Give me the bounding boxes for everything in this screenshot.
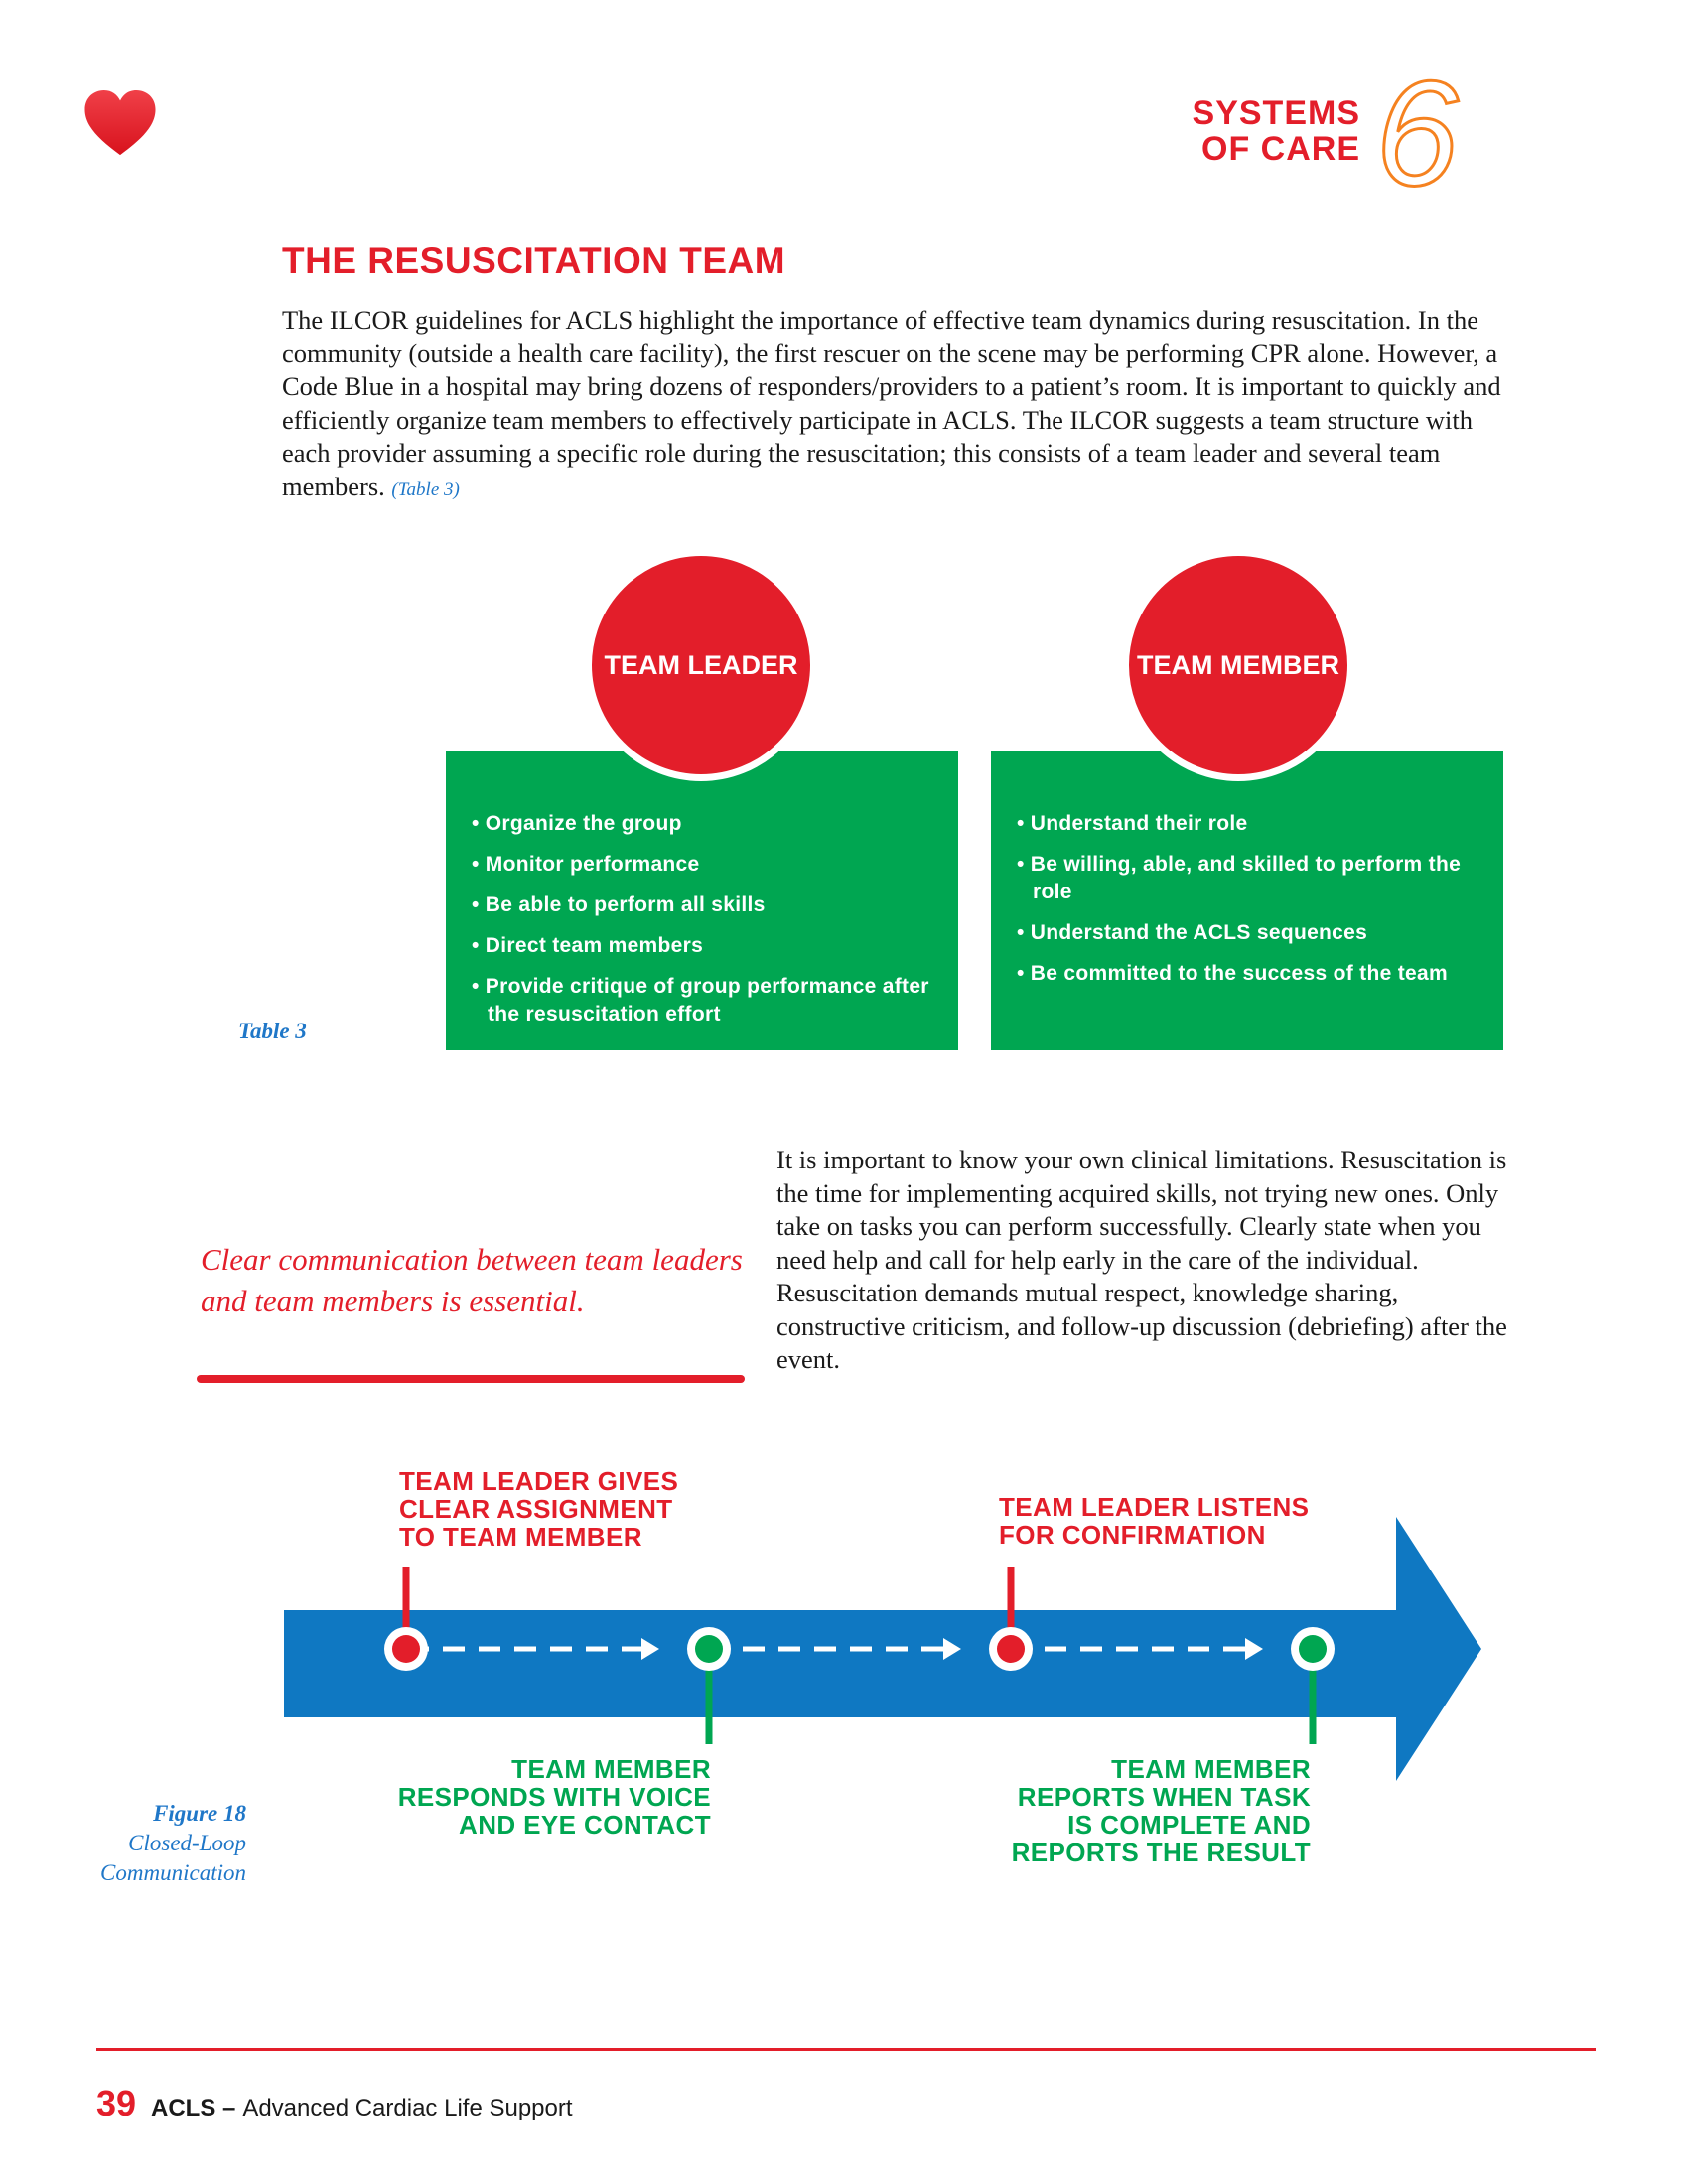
step3-line: FOR CONFIRMATION	[999, 1520, 1266, 1550]
page-number: 39	[96, 2083, 137, 2123]
connector-arrowhead	[1245, 1638, 1263, 1660]
team-leader-circle: TEAM LEADER	[585, 549, 817, 781]
step4-node	[1299, 1635, 1327, 1663]
process-arrow	[284, 1517, 1481, 1781]
step2-line: AND EYE CONTACT	[459, 1810, 711, 1840]
step2-line: RESPONDS WITH VOICE	[397, 1782, 711, 1812]
heart-icon	[84, 89, 156, 156]
step2-line: TEAM MEMBER	[511, 1754, 711, 1784]
connector-arrowhead	[943, 1638, 961, 1660]
list-item: • Organize the group	[472, 812, 682, 835]
step1-stem	[402, 1567, 410, 1649]
step2-stem	[705, 1649, 713, 1744]
closed-loop-diagram: TEAM LEADER GIVES CLEAR ASSIGNMENT TO TE…	[278, 1467, 1509, 1906]
team-member-circle: TEAM MEMBER	[1122, 549, 1354, 781]
chapter-number-text: 6	[1375, 73, 1459, 203]
step3-node	[997, 1635, 1025, 1663]
list-item: • Be willing, able, and skilled to perfo…	[1017, 853, 1462, 903]
step1-label: TEAM LEADER GIVES CLEAR ASSIGNMENT TO TE…	[399, 1467, 678, 1551]
chapter-label-line1: SYSTEMS	[1192, 94, 1360, 132]
step4-line: REPORTS THE RESULT	[1011, 1838, 1311, 1867]
intro-text: The ILCOR guidelines for ACLS highlight …	[282, 305, 1501, 501]
list-item: • Direct team members	[472, 934, 704, 957]
page-footer: 39 ACLS – Advanced Cardiac Life Support	[96, 2083, 573, 2124]
pull-quote-rule	[197, 1375, 745, 1383]
step1-node	[392, 1635, 420, 1663]
chapter-label-line2: OF CARE	[1201, 130, 1360, 168]
step4-label: TEAM MEMBER REPORTS WHEN TASK IS COMPLET…	[1012, 1755, 1311, 1866]
step4-line: REPORTS WHEN TASK	[1017, 1782, 1311, 1812]
figure-caption-number: Figure 18	[153, 1801, 246, 1826]
chapter-header: SYSTEMS OF CARE 6	[1193, 73, 1470, 208]
step1-line: TEAM LEADER GIVES	[399, 1466, 679, 1496]
step3-line: TEAM LEADER LISTENS	[999, 1492, 1310, 1522]
section-title: THE RESUSCITATION TEAM	[282, 240, 786, 281]
step2-node	[695, 1635, 723, 1663]
list-item: • Understand their role	[1017, 812, 1248, 835]
list-item: • Be able to perform all skills	[472, 893, 766, 916]
figure-caption-line1: Closed-Loop	[128, 1831, 246, 1855]
team-leader-list: • Organize the group • Monitor performan…	[472, 810, 938, 1041]
list-item: • Understand the ACLS sequences	[1017, 921, 1368, 944]
list-item: • Provide critique of group performance …	[472, 975, 929, 1025]
step4-stem	[1309, 1649, 1317, 1744]
figure-caption-line2: Communication	[100, 1860, 246, 1885]
step3-label: TEAM LEADER LISTENS FOR CONFIRMATION	[999, 1493, 1309, 1549]
pull-quote: Clear communication between team leaders…	[201, 1242, 743, 1318]
step1-line: CLEAR ASSIGNMENT	[399, 1494, 673, 1524]
step4-line: IS COMPLETE AND	[1067, 1810, 1311, 1840]
chapter-number: 6	[1374, 73, 1461, 203]
table-reference-link[interactable]: (Table 3)	[391, 478, 460, 500]
figure-caption: Figure 18 Closed-Loop Communication	[100, 1799, 246, 1888]
step3-stem	[1007, 1567, 1015, 1649]
closed-loop-arrow-graphic	[284, 1517, 1481, 1781]
step1-line: TO TEAM MEMBER	[399, 1522, 642, 1552]
chapter-label: SYSTEMS OF CARE	[1193, 95, 1360, 167]
table-caption-label: Table 3	[238, 1019, 307, 1043]
team-member-list: • Understand their role • Be willing, ab…	[1017, 810, 1483, 1001]
step4-line: TEAM MEMBER	[1111, 1754, 1311, 1784]
footer-book-title: Advanced Cardiac Life Support	[242, 2095, 573, 2121]
connector-arrowhead	[641, 1638, 659, 1660]
footer-rule	[96, 2048, 1596, 2051]
intro-paragraph: The ILCOR guidelines for ACLS highlight …	[282, 304, 1513, 506]
step2-label: TEAM MEMBER RESPONDS WITH VOICE AND EYE …	[398, 1755, 711, 1839]
team-member-box: • Understand their role • Be willing, ab…	[991, 751, 1503, 1050]
team-leader-box: • Organize the group • Monitor performan…	[446, 751, 958, 1050]
body-paragraph: It is important to know your own clinica…	[776, 1145, 1507, 1374]
footer-book-short: ACLS –	[151, 2095, 236, 2121]
table-caption: Table 3	[238, 1017, 307, 1046]
list-item: • Be committed to the success of the tea…	[1017, 962, 1448, 985]
list-item: • Monitor performance	[472, 853, 700, 876]
